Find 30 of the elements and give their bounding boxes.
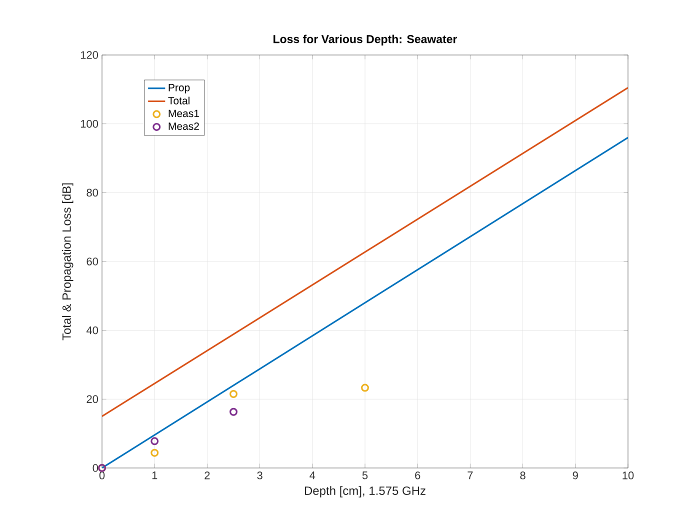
y-axis-title: Total & Propagation Loss [dB] (62, 183, 74, 340)
y-tick-label: 20 (86, 395, 98, 404)
legend-label: Prop (168, 84, 190, 94)
x-tick-label: 10 (622, 472, 634, 480)
y-tick-label: 80 (86, 188, 98, 197)
x-tick-label: 7 (468, 472, 473, 480)
y-tick-label: 120 (80, 51, 98, 59)
point (230, 408, 238, 416)
y-tick-label: 0 (92, 464, 98, 472)
y-tick-label: 40 (86, 326, 98, 334)
chart-title: Loss for Various Depth: Seawater (274, 34, 458, 46)
x-tick-label: 0 (99, 472, 105, 480)
point (230, 390, 238, 398)
point (150, 437, 159, 446)
legend-label: Meas2 (168, 122, 199, 130)
x-tick-label: 3 (257, 472, 262, 480)
x-tick-label: 4 (310, 472, 316, 480)
x-axis-title: Depth [cm], 1.575 GHz (304, 486, 426, 498)
legend-label: Total (168, 96, 190, 104)
point (150, 448, 159, 457)
legend-label: Meas1 (168, 110, 199, 118)
y-tick-label: 100 (80, 120, 98, 128)
point (361, 384, 369, 392)
x-tick-label: 9 (572, 472, 578, 480)
x-tick-label: 6 (415, 472, 420, 480)
x-tick-label: 1 (152, 472, 158, 480)
x-tick-label: 2 (204, 472, 210, 480)
y-tick-label: 60 (86, 258, 98, 266)
x-tick-label: 5 (362, 472, 368, 480)
x-tick-label: 8 (520, 472, 526, 480)
